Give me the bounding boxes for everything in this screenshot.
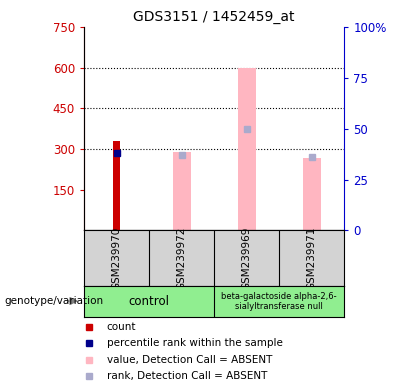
Text: GSM239969: GSM239969 — [242, 227, 252, 290]
Bar — [238, 68, 256, 230]
Title: GDS3151 / 1452459_at: GDS3151 / 1452459_at — [134, 10, 295, 25]
Text: value, Detection Call = ABSENT: value, Detection Call = ABSENT — [107, 354, 272, 364]
Bar — [303, 159, 321, 230]
Text: count: count — [107, 322, 136, 332]
Text: percentile rank within the sample: percentile rank within the sample — [107, 338, 283, 348]
Text: beta-galactoside alpha-2,6-
sialyltransferase null: beta-galactoside alpha-2,6- sialyltransf… — [221, 292, 337, 311]
Text: control: control — [129, 295, 170, 308]
Text: rank, Detection Call = ABSENT: rank, Detection Call = ABSENT — [107, 371, 267, 381]
Text: GSM239970: GSM239970 — [112, 227, 121, 290]
Bar — [113, 141, 120, 230]
Text: GSM239971: GSM239971 — [307, 227, 317, 290]
Bar — [173, 152, 191, 230]
Text: genotype/variation: genotype/variation — [4, 296, 103, 306]
Text: GSM239972: GSM239972 — [177, 227, 186, 290]
